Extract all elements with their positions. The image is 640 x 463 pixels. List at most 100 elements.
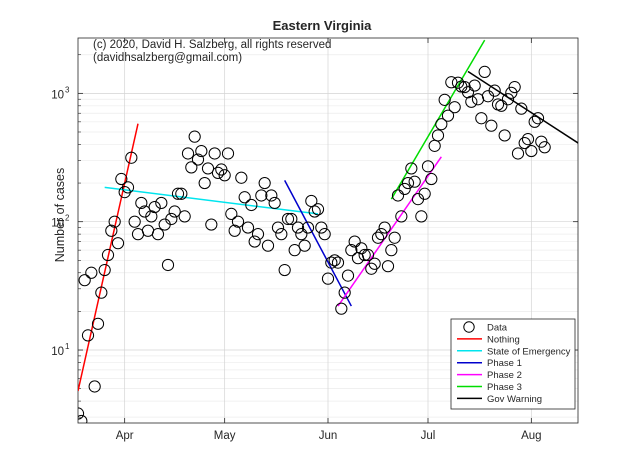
data-point <box>391 189 405 202</box>
data-point <box>415 210 428 223</box>
data-point <box>298 239 311 252</box>
data-point <box>195 144 208 158</box>
data-point <box>515 102 528 115</box>
data-point <box>155 196 168 210</box>
data-point <box>421 160 435 173</box>
data-point <box>328 254 341 267</box>
data-point <box>98 263 111 277</box>
data-point <box>358 248 371 262</box>
data-point <box>525 144 538 158</box>
legend-item: State of Emergency <box>457 346 571 357</box>
data-point <box>285 212 298 226</box>
x-tick-label: Aug <box>521 430 541 442</box>
data-point <box>335 302 348 315</box>
y-tick-label-exponent: 2 <box>65 214 70 223</box>
y-tick-label: 10 2 <box>51 214 70 230</box>
data-point <box>475 112 488 125</box>
data-point <box>85 266 98 279</box>
data-point <box>105 224 118 237</box>
y-tick-label: 10 1 <box>51 342 70 358</box>
data-point <box>501 93 515 106</box>
legend-label: Data <box>487 323 508 334</box>
data-point <box>241 221 255 234</box>
data-point <box>308 205 321 218</box>
data-point <box>378 221 391 234</box>
legend-item: Phase 3 <box>457 382 522 393</box>
data-point <box>88 380 101 393</box>
y-tick-label-base: 10 <box>51 346 64 358</box>
data-point <box>288 244 301 257</box>
data-point <box>228 224 241 237</box>
legend-label: Phase 2 <box>487 370 522 381</box>
data-point <box>331 256 345 269</box>
data-point <box>521 133 535 146</box>
data-point <box>235 171 248 184</box>
data-point <box>355 242 368 255</box>
data-point <box>405 162 418 175</box>
legend-item: Data <box>463 321 508 334</box>
data-point <box>78 414 88 423</box>
legend-item: Gov Warning <box>457 394 542 405</box>
y-axis-label: Number of cases <box>53 168 67 262</box>
data-point <box>338 286 351 299</box>
data-point <box>291 221 305 234</box>
y-tick-label-exponent: 3 <box>65 85 70 94</box>
data-point <box>95 286 108 299</box>
data-point <box>448 101 461 114</box>
data-point <box>485 119 498 132</box>
data-point <box>528 115 541 128</box>
data-point <box>275 228 288 241</box>
data-point <box>165 212 178 226</box>
data-point <box>395 210 408 223</box>
data-point <box>221 147 235 160</box>
data-point <box>125 151 138 164</box>
data-point <box>321 272 335 285</box>
data-point <box>361 248 375 262</box>
data-point <box>128 215 141 228</box>
data-point <box>238 191 251 204</box>
data-point <box>418 187 431 200</box>
y-tick-label-base: 10 <box>51 218 64 230</box>
data-point <box>215 163 228 176</box>
data-point <box>225 207 238 221</box>
data-point <box>468 79 481 92</box>
data-point <box>435 118 448 131</box>
data-point <box>488 84 501 97</box>
legend-label: State of Emergency <box>487 346 571 357</box>
data-points <box>78 65 551 423</box>
data-point <box>348 235 361 248</box>
data-point <box>345 244 358 257</box>
chart-title: Eastern Virginia <box>273 18 373 33</box>
x-tick-label: Jul <box>421 430 436 442</box>
data-point <box>301 221 315 234</box>
data-point <box>208 147 221 160</box>
data-point <box>188 130 201 143</box>
data-point <box>101 248 115 262</box>
data-point <box>398 182 411 196</box>
legend-item: Phase 2 <box>457 370 522 381</box>
data-point <box>121 181 135 194</box>
x-tick-label: Jun <box>319 430 338 442</box>
fit-line-gov-warning <box>467 70 578 144</box>
data-point <box>495 99 508 112</box>
data-point <box>518 136 531 150</box>
data-point <box>138 205 151 218</box>
data-point <box>381 260 395 273</box>
data-point <box>175 187 188 200</box>
fit-line-nothing <box>78 123 139 392</box>
data-point <box>505 86 518 99</box>
data-point <box>388 231 401 244</box>
data-point <box>201 162 215 175</box>
data-point <box>465 95 478 108</box>
data-point <box>508 80 521 94</box>
data-point <box>115 172 128 186</box>
data-point <box>161 258 175 272</box>
data-point <box>498 129 511 142</box>
data-point <box>148 200 161 214</box>
data-point <box>181 147 195 160</box>
email-annotation: (davidhsalzberg@gmail.com) <box>93 52 242 64</box>
data-point <box>205 218 218 231</box>
data-point <box>478 65 491 78</box>
data-point <box>178 210 191 223</box>
